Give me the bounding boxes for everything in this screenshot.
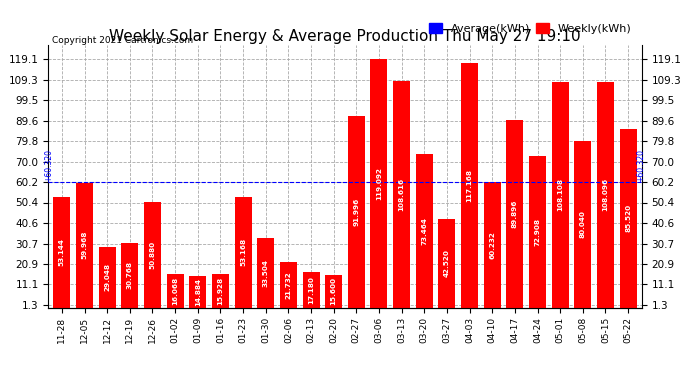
Bar <box>235 197 252 308</box>
Bar <box>484 182 501 308</box>
Text: 53.168: 53.168 <box>240 238 246 266</box>
Bar <box>506 120 523 308</box>
Text: 50.880: 50.880 <box>150 240 155 268</box>
Text: 119.092: 119.092 <box>376 167 382 200</box>
Title: Weekly Solar Energy & Average Production Thu May 27 19:10: Weekly Solar Energy & Average Production… <box>109 29 581 44</box>
Bar <box>212 274 229 308</box>
Bar <box>280 262 297 308</box>
Text: 60.232: 60.232 <box>489 231 495 259</box>
Text: 85.520: 85.520 <box>625 204 631 232</box>
Bar <box>438 219 455 308</box>
Text: 117.168: 117.168 <box>466 169 473 202</box>
Bar <box>597 82 614 308</box>
Bar <box>461 63 478 308</box>
Text: 108.616: 108.616 <box>399 178 404 211</box>
Bar <box>574 141 591 308</box>
Text: 14.884: 14.884 <box>195 278 201 306</box>
Bar <box>257 238 274 308</box>
Bar <box>552 82 569 308</box>
Text: 21.732: 21.732 <box>286 271 291 299</box>
Text: 17.180: 17.180 <box>308 276 314 303</box>
Text: 89.896: 89.896 <box>512 200 518 228</box>
Bar <box>348 116 365 308</box>
Bar <box>416 154 433 308</box>
Bar <box>76 183 93 308</box>
Bar <box>121 243 138 308</box>
Bar <box>189 276 206 308</box>
Bar <box>393 81 410 308</box>
Text: 30.768: 30.768 <box>127 261 133 290</box>
Text: 33.504: 33.504 <box>263 259 268 286</box>
Text: 72.908: 72.908 <box>535 217 540 246</box>
Bar <box>53 197 70 308</box>
Text: 53.144: 53.144 <box>59 238 65 266</box>
Text: 15.928: 15.928 <box>217 277 224 305</box>
Bar <box>167 274 184 308</box>
Text: 16.068: 16.068 <box>172 277 178 305</box>
Text: 29.048: 29.048 <box>104 263 110 291</box>
Text: 108.096: 108.096 <box>602 178 609 212</box>
Bar <box>371 59 388 308</box>
Bar <box>325 275 342 308</box>
Text: 42.520: 42.520 <box>444 249 450 277</box>
Bar <box>529 156 546 308</box>
Legend: Average(kWh), Weekly(kWh): Average(kWh), Weekly(kWh) <box>424 19 636 38</box>
Text: Copyright 2021 Cartronics.com: Copyright 2021 Cartronics.com <box>52 36 193 45</box>
Bar <box>99 247 116 308</box>
Text: +60.320: +60.320 <box>44 149 53 182</box>
Text: +60.320: +60.320 <box>636 149 646 182</box>
Text: 73.464: 73.464 <box>422 217 427 245</box>
Text: 91.996: 91.996 <box>353 198 359 226</box>
Bar <box>144 201 161 308</box>
Bar <box>302 272 319 308</box>
Text: 80.040: 80.040 <box>580 210 586 238</box>
Text: 59.968: 59.968 <box>81 231 88 259</box>
Bar <box>620 129 637 308</box>
Text: 108.108: 108.108 <box>557 178 563 212</box>
Text: 15.600: 15.600 <box>331 277 337 305</box>
